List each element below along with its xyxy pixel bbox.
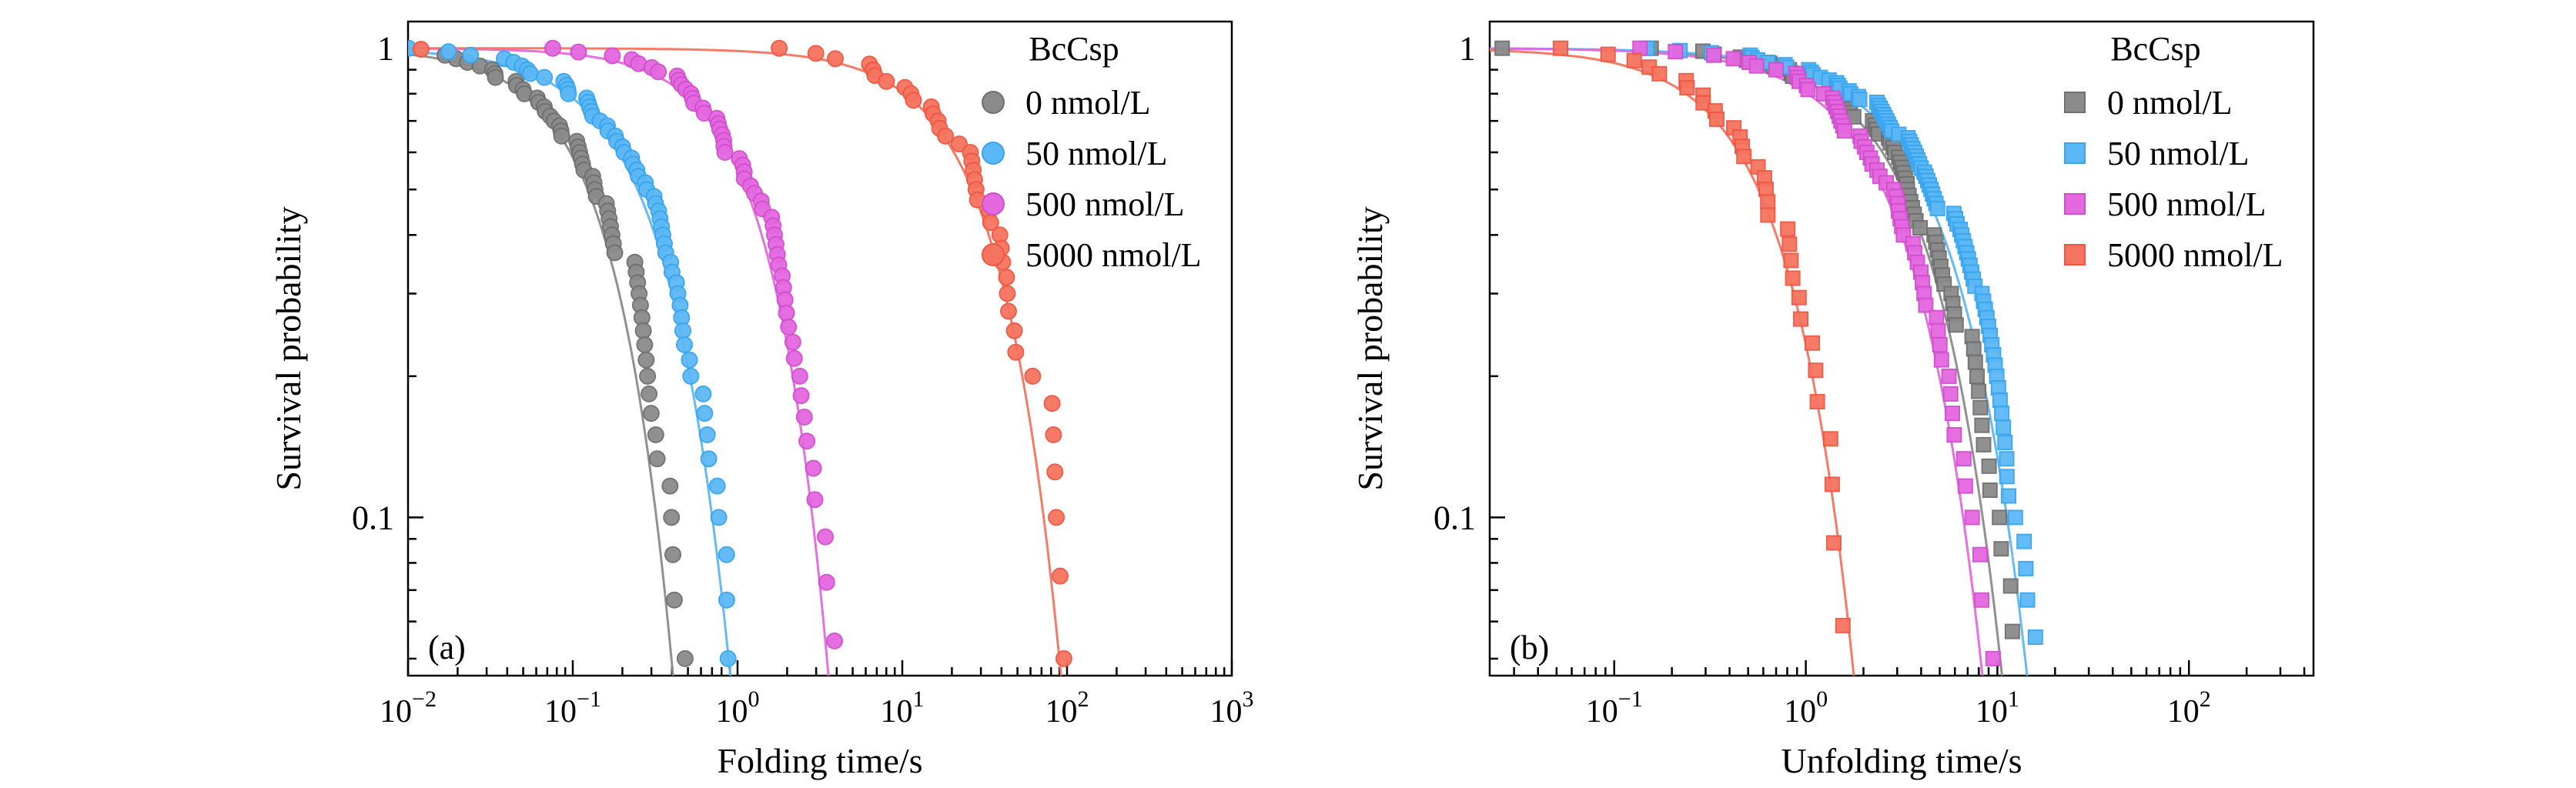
legend-entry: 500 nmol/L <box>982 185 1185 223</box>
series-500-nmol-L-points <box>1632 40 2001 666</box>
panel-a: 10−2 10−1 100 101 102 103 1 0.1 Folding time/s Su… <box>269 20 1254 780</box>
x-tick-label: 101 <box>881 686 925 730</box>
legend: BcCsp 0 nmol/L 50 nmol/L 500 nmol/L 5000 nmo… <box>2064 30 2283 274</box>
x-tick-label: 100 <box>716 686 760 730</box>
y-tick-label: 0.1 <box>1434 499 1476 536</box>
legend-entry: 0 nmol/L <box>982 84 1151 122</box>
y-tick-label: 1 <box>1459 30 1476 68</box>
fit-line-50-nmol-L <box>408 50 732 676</box>
legend-entry-label: 50 nmol/L <box>2107 135 2250 172</box>
legend-entry-label: 0 nmol/L <box>1025 84 1151 122</box>
axis-ticks <box>1490 47 2306 676</box>
legend-entry: 50 nmol/L <box>2064 135 2250 172</box>
series-5000-nmol-L-points <box>412 39 1072 667</box>
axes-box <box>406 20 1233 677</box>
legend-marker-icon <box>2064 244 2086 265</box>
series-0-nmol-L-points <box>436 46 694 667</box>
y-axis-title: Survival probability <box>1350 206 1390 490</box>
legend-entry: 500 nmol/L <box>2064 185 2267 223</box>
fit-line-5000-nmol-L <box>1490 49 1855 676</box>
legend-entry-label: 500 nmol/L <box>2107 185 2267 223</box>
x-tick-label: 102 <box>2167 686 2211 730</box>
series-50-nmol-L-points <box>408 39 737 667</box>
fit-line-5000-nmol-L <box>408 47 1062 676</box>
legend-marker-icon <box>982 243 1005 266</box>
series-5000-nmol-L-points <box>1553 40 1851 633</box>
axes-box <box>1488 20 2315 677</box>
legend-marker-icon <box>2064 92 2086 113</box>
panel-b: 10−1 100 101 102 1 0.1 Unfolding time/s Surviva… <box>1350 20 2315 780</box>
legend-entry-label: 5000 nmol/L <box>1025 236 1202 274</box>
x-tick-label: 10−1 <box>544 686 601 730</box>
legend-marker-icon <box>2064 193 2086 215</box>
panel-label-a: (a) <box>428 629 466 666</box>
legend: BcCsp 0 nmol/L 50 nmol/L 500 nmol/L 5000 nmo… <box>982 30 1202 274</box>
legend-entry: 5000 nmol/L <box>2064 236 2283 274</box>
x-tick-label: 10−2 <box>380 686 437 730</box>
x-tick-label: 100 <box>1784 686 1828 730</box>
x-axis-title: Folding time/s <box>717 741 922 780</box>
x-tick-label: 10−1 <box>1586 686 1643 730</box>
x-tick-label: 103 <box>1210 686 1254 730</box>
legend-entry-label: 5000 nmol/L <box>2107 236 2283 274</box>
legend-entry: 50 nmol/L <box>982 135 1168 172</box>
legend-entry-label: 500 nmol/L <box>1025 185 1185 223</box>
legend-marker-icon <box>982 142 1005 165</box>
legend-entry-label: 0 nmol/L <box>2107 84 2233 122</box>
legend-marker-icon <box>2064 142 2086 164</box>
legend-entry: 0 nmol/L <box>2064 84 2233 122</box>
series-500-nmol-L-points <box>544 39 843 649</box>
x-axis-title: Unfolding time/s <box>1781 741 2022 780</box>
legend-marker-icon <box>982 91 1005 114</box>
panel-label-b: (b) <box>1510 629 1549 666</box>
legend-entry-label: 50 nmol/L <box>1025 135 1168 172</box>
legend-entry: 5000 nmol/L <box>982 236 1202 274</box>
y-axis-title: Survival probability <box>269 206 308 490</box>
x-tick-label: 102 <box>1045 686 1089 730</box>
y-tick-label: 1 <box>377 30 394 68</box>
legend-title: BcCsp <box>1029 30 1119 68</box>
legend-marker-icon <box>982 192 1005 215</box>
x-tick-label: 101 <box>1975 686 2019 730</box>
y-tick-label: 0.1 <box>352 499 394 536</box>
legend-title: BcCsp <box>2110 30 2200 68</box>
